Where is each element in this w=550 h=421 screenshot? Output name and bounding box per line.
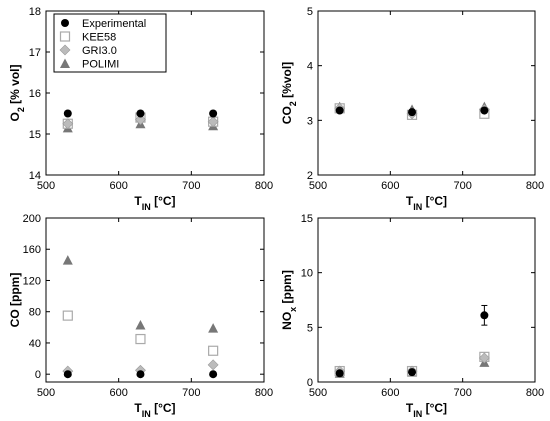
data-point	[208, 345, 219, 356]
y-axis-label: CO [ppm]	[8, 273, 22, 328]
y-tick-label: 0	[35, 369, 41, 381]
x-tick-label: 500	[37, 387, 55, 399]
x-tick-label: 700	[453, 387, 471, 399]
series-experimental	[335, 304, 489, 378]
series-kee58	[62, 310, 219, 356]
y-tick-label: 80	[29, 307, 41, 319]
x-tick-label: 800	[255, 180, 273, 192]
series-gri3-0	[62, 114, 219, 130]
x-tick-label: 600	[109, 180, 127, 192]
data-point	[135, 333, 146, 345]
plot-frame	[45, 217, 265, 383]
x-tick-label: 800	[526, 180, 544, 192]
data-point	[62, 310, 73, 321]
data-point	[62, 118, 74, 130]
y-tick-label: 2	[307, 170, 313, 182]
y-tick-label: 15	[29, 129, 41, 141]
y-tick-label: 16	[29, 88, 41, 100]
series-experimental	[335, 106, 489, 117]
x-tick-label: 600	[381, 180, 399, 192]
data-point	[63, 109, 72, 118]
legend-label: Experimental	[82, 18, 146, 30]
y-tick-label: 120	[23, 275, 41, 287]
series-experimental	[63, 370, 218, 379]
data-point	[136, 109, 145, 118]
x-axis-label: TIN [°C]	[406, 194, 447, 212]
x-tick-label: 500	[309, 387, 327, 399]
y-axis-label: O2 [% vol]	[8, 64, 26, 121]
y-tick-label: 160	[23, 244, 41, 256]
x-tick-label: 600	[381, 387, 399, 399]
y-tick-label: 15	[301, 213, 313, 225]
chart-panel-top-right: 500 600 700 800 2 3 4 5 TIN [°C] CO2 [%vol]	[280, 6, 544, 212]
data-point	[478, 352, 490, 364]
chart-panel-bottom-right: 500 600 700 800 0 5 10 15 TIN [°C] NOx [ppm]	[280, 213, 544, 419]
y-tick-label: 0	[307, 377, 313, 389]
y-tick-label: 18	[29, 6, 41, 18]
plot-frame	[317, 217, 536, 383]
y-tick-label: 5	[307, 322, 313, 334]
data-point	[408, 108, 417, 117]
y-tick-label: 17	[29, 47, 41, 59]
legend-label: GRI3.0	[82, 45, 117, 57]
x-tick-label: 500	[309, 180, 327, 192]
series-experimental	[63, 109, 218, 118]
y-tick-label: 3	[307, 115, 313, 127]
x-tick-label: 800	[526, 387, 544, 399]
legend-marker	[59, 44, 71, 56]
x-tick-label: 500	[37, 180, 55, 192]
x-axis-label: TIN [°C]	[134, 194, 175, 212]
data-point	[480, 311, 489, 320]
legend-marker	[61, 19, 69, 27]
legend-frame	[53, 13, 167, 73]
y-tick-label: 14	[29, 170, 41, 182]
chart-panel-bottom-left: 500 600 700 800 0 40 80 120 160 200 TIN [°C] CO [pp…	[8, 213, 273, 419]
y-tick-label: 40	[29, 338, 41, 350]
data-point	[335, 106, 344, 115]
y-tick-label: 200	[23, 213, 41, 225]
x-tick-label: 700	[182, 387, 200, 399]
data-point	[408, 368, 417, 377]
data-point	[136, 370, 145, 379]
x-tick-label: 600	[109, 387, 127, 399]
x-axis-label: TIN [°C]	[406, 401, 447, 419]
data-point	[335, 369, 344, 378]
x-tick-label: 700	[453, 180, 471, 192]
data-point	[135, 319, 146, 330]
series-polimi	[62, 255, 219, 333]
legend-marker	[60, 58, 70, 68]
y-axis-label: CO2 [%vol]	[280, 62, 298, 124]
data-point	[207, 359, 219, 371]
data-point	[480, 106, 489, 115]
legend-marker	[59, 31, 71, 42]
y-tick-label: 5	[307, 6, 313, 18]
y-axis-label: NOx [ppm]	[280, 270, 298, 330]
data-point	[208, 323, 219, 333]
data-point	[207, 116, 219, 128]
legend-label: POLIMI	[82, 59, 119, 71]
x-axis-label: TIN [°C]	[134, 401, 175, 419]
data-point	[209, 109, 218, 118]
legend-label: KEE58	[82, 32, 116, 44]
data-point	[135, 114, 146, 126]
x-tick-label: 700	[182, 180, 200, 192]
x-tick-label: 800	[255, 387, 273, 399]
data-point	[209, 370, 218, 379]
data-point	[63, 370, 72, 379]
chart-panel-top-left: 500 600 700 800 14 15 16 17 18 TIN [°C] O2 [% vol]…	[8, 6, 273, 212]
plot-frame	[317, 10, 536, 176]
y-tick-label: 4	[307, 61, 313, 73]
data-point	[62, 255, 73, 265]
y-tick-label: 10	[301, 268, 313, 280]
